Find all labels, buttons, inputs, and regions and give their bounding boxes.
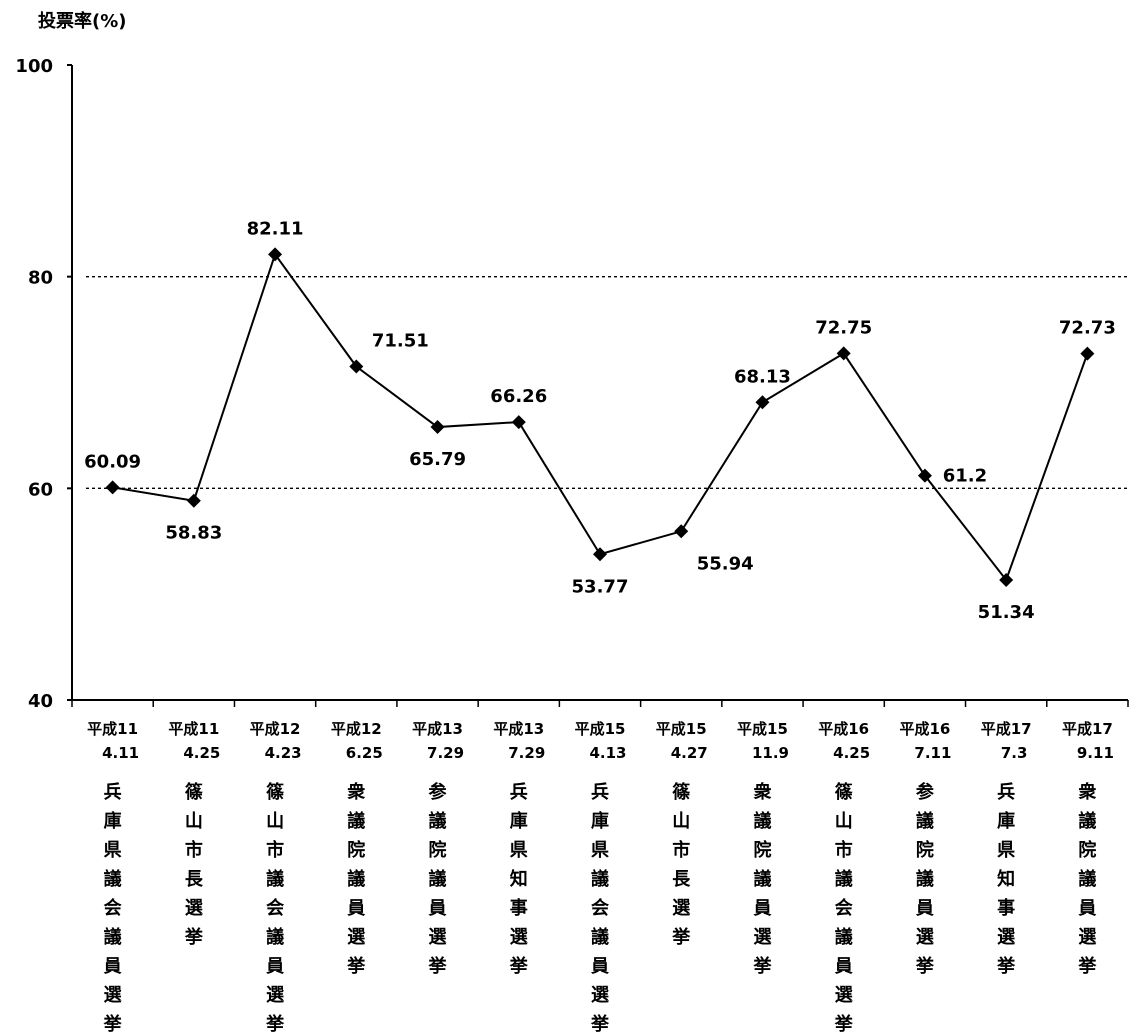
data-point-marker <box>1080 346 1095 361</box>
x-category-6: 平成13 7.29 兵庫県知事選挙 <box>493 720 545 977</box>
x-category-labels: 平成11 4.11 兵庫県議会議員選挙 平成11 4.25 篠山市長選挙 平成12 4.23 篠… <box>87 720 1114 1035</box>
data-label: 61.2 <box>943 466 987 487</box>
x-date-label: 11.9 <box>752 744 789 762</box>
x-category-10: 平成16 4.25 篠山市議会議員選挙 <box>818 720 870 1035</box>
data-label: 72.73 <box>1059 318 1116 339</box>
data-point-marker <box>186 493 201 508</box>
turnout-series <box>105 247 1095 587</box>
data-point-marker <box>836 346 851 361</box>
x-era-label: 平成17 <box>981 720 1032 738</box>
data-label: 51.34 <box>978 602 1035 623</box>
data-point-marker <box>917 468 932 483</box>
data-point-marker <box>430 420 445 435</box>
x-era-label: 平成11 <box>168 720 219 738</box>
x-category-1: 平成11 4.11 兵庫県議会議員選挙 <box>87 720 139 1035</box>
x-election-name: 衆議院議員選挙 <box>752 781 771 977</box>
data-point-marker <box>999 572 1014 587</box>
y-tick-label: 60 <box>28 479 53 500</box>
x-era-label: 平成13 <box>412 720 463 738</box>
data-label: 65.79 <box>409 449 466 470</box>
series-line <box>112 252 1089 583</box>
x-category-3: 平成12 4.23 篠山市議会議員選挙 <box>250 720 302 1035</box>
x-election-name: 兵庫県議会議員選挙 <box>590 782 609 1035</box>
x-election-name: 兵庫県知事選挙 <box>996 782 1015 977</box>
y-tick-label: 100 <box>15 56 53 77</box>
data-label: 60.09 <box>84 451 141 472</box>
x-category-2: 平成11 4.25 篠山市長選挙 <box>168 720 220 948</box>
x-date-label: 4.11 <box>102 744 139 762</box>
x-date-label: 4.25 <box>833 744 870 762</box>
x-date-label: 6.25 <box>346 744 383 762</box>
x-era-label: 平成16 <box>899 720 950 738</box>
data-point-marker <box>349 359 364 374</box>
x-date-label: 4.13 <box>589 744 626 762</box>
x-era-label: 平成11 <box>87 720 138 738</box>
data-labels: 60.09 58.83 82.11 71.51 65.79 66.26 53.77 55.94… <box>84 218 1116 623</box>
data-point-marker <box>511 415 526 430</box>
data-label: 82.11 <box>247 218 304 239</box>
x-era-label: 平成13 <box>493 720 544 738</box>
x-era-label: 平成15 <box>575 720 626 738</box>
x-date-label: 4.25 <box>183 744 220 762</box>
x-election-name: 衆議院議員選挙 <box>346 781 365 977</box>
y-tick-label: 40 <box>28 691 53 712</box>
x-era-label: 平成17 <box>1062 720 1113 738</box>
data-label: 71.51 <box>372 331 429 352</box>
x-date-label: 4.23 <box>265 744 302 762</box>
x-election-name: 篠山市議会議員選挙 <box>265 781 285 1035</box>
x-category-5: 平成13 7.29 参議院議員選挙 <box>412 720 464 977</box>
x-era-label: 平成15 <box>656 720 707 738</box>
x-election-name: 参議院議員選挙 <box>915 781 935 977</box>
x-era-label: 平成12 <box>331 720 382 738</box>
data-label: 58.83 <box>165 523 222 544</box>
x-era-label: 平成15 <box>737 720 788 738</box>
x-category-12: 平成17 7.3 兵庫県知事選挙 <box>981 720 1032 977</box>
x-date-label: 7.29 <box>508 744 545 762</box>
gridlines <box>86 276 1128 489</box>
data-label: 66.26 <box>490 386 547 407</box>
data-label: 72.75 <box>815 317 872 338</box>
x-era-label: 平成12 <box>250 720 301 738</box>
x-category-8: 平成15 4.27 篠山市長選挙 <box>656 720 708 948</box>
x-date-label: 7.29 <box>427 744 464 762</box>
x-date-label: 4.27 <box>671 744 708 762</box>
x-election-name: 参議院議員選挙 <box>428 781 448 977</box>
x-election-name: 篠山市長選挙 <box>184 781 204 948</box>
x-date-label: 9.11 <box>1077 744 1114 762</box>
data-point-marker <box>674 524 689 539</box>
axes <box>67 64 1129 707</box>
data-point-marker <box>755 395 770 410</box>
y-tick-label: 80 <box>28 268 53 289</box>
y-axis-title: 投票率(%) <box>38 10 127 32</box>
x-election-name: 篠山市議会議員選挙 <box>834 781 854 1035</box>
data-point-marker <box>105 480 120 495</box>
x-election-name: 衆議院議員選挙 <box>1077 781 1096 977</box>
x-category-9: 平成15 11.9 衆議院議員選挙 <box>737 720 789 977</box>
x-category-7: 平成15 4.13 兵庫県議会議員選挙 <box>575 720 627 1035</box>
x-election-name: 篠山市長選挙 <box>671 781 691 948</box>
x-election-name: 兵庫県議会議員選挙 <box>103 782 122 1035</box>
data-label: 55.94 <box>697 553 754 574</box>
y-tick-labels: 100 80 60 40 <box>15 56 53 712</box>
x-date-label: 7.11 <box>914 744 951 762</box>
x-category-13: 平成17 9.11 衆議院議員選挙 <box>1062 720 1114 977</box>
x-category-4: 平成12 6.25 衆議院議員選挙 <box>331 720 383 977</box>
x-election-name: 兵庫県知事選挙 <box>509 782 528 977</box>
data-point-marker <box>268 247 283 262</box>
x-era-label: 平成16 <box>818 720 869 738</box>
x-category-11: 平成16 7.11 参議院議員選挙 <box>899 720 951 977</box>
data-label: 68.13 <box>734 366 791 387</box>
data-label: 53.77 <box>572 576 629 597</box>
data-point-marker <box>593 547 607 562</box>
x-date-label: 7.3 <box>1001 744 1028 762</box>
